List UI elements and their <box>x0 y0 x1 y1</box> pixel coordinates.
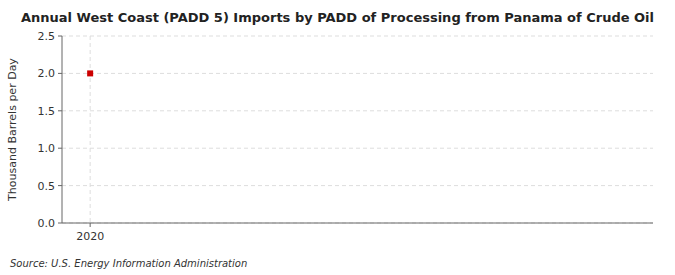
y-tick-label: 0.5 <box>38 180 56 193</box>
y-grid-line <box>62 36 653 37</box>
y-grid-line <box>62 73 653 74</box>
y-tick-label: 0.0 <box>38 217 56 230</box>
source-note: Source: U.S. Energy Information Administ… <box>10 258 247 269</box>
y-grid-line <box>62 110 653 111</box>
y-grid-line <box>62 148 653 149</box>
y-tick <box>58 110 62 111</box>
y-axis-line <box>62 36 63 223</box>
chart-svg: Annual West Coast (PADD 5) Imports by PA… <box>0 0 675 275</box>
x-grid-line <box>90 36 91 223</box>
x-axis-line <box>62 223 653 224</box>
y-tick-label: 1.5 <box>38 105 56 118</box>
y-tick <box>58 185 62 186</box>
y-tick <box>58 73 62 74</box>
points <box>87 70 93 76</box>
y-grid-line <box>62 223 653 224</box>
y-tick-label: 2.5 <box>38 30 56 43</box>
y-tick <box>58 223 62 224</box>
y-tick-label: 2.0 <box>38 67 56 80</box>
y-grid-line <box>62 185 653 186</box>
chart-container: Annual West Coast (PADD 5) Imports by PA… <box>0 0 675 275</box>
x-tick-label: 2020 <box>76 230 104 243</box>
background <box>0 0 675 275</box>
x-tick <box>90 223 91 227</box>
axes: 0.0 0.5 1.0 1.5 2.0 2.5 2020 <box>38 30 654 243</box>
y-tick <box>58 148 62 149</box>
y-tick <box>58 36 62 37</box>
y-tick-label: 1.0 <box>38 142 56 155</box>
y-axis-label: Thousand Barrels per Day <box>6 58 19 202</box>
title: Annual West Coast (PADD 5) Imports by PA… <box>21 10 654 25</box>
point <box>87 70 93 76</box>
grid <box>62 36 653 223</box>
